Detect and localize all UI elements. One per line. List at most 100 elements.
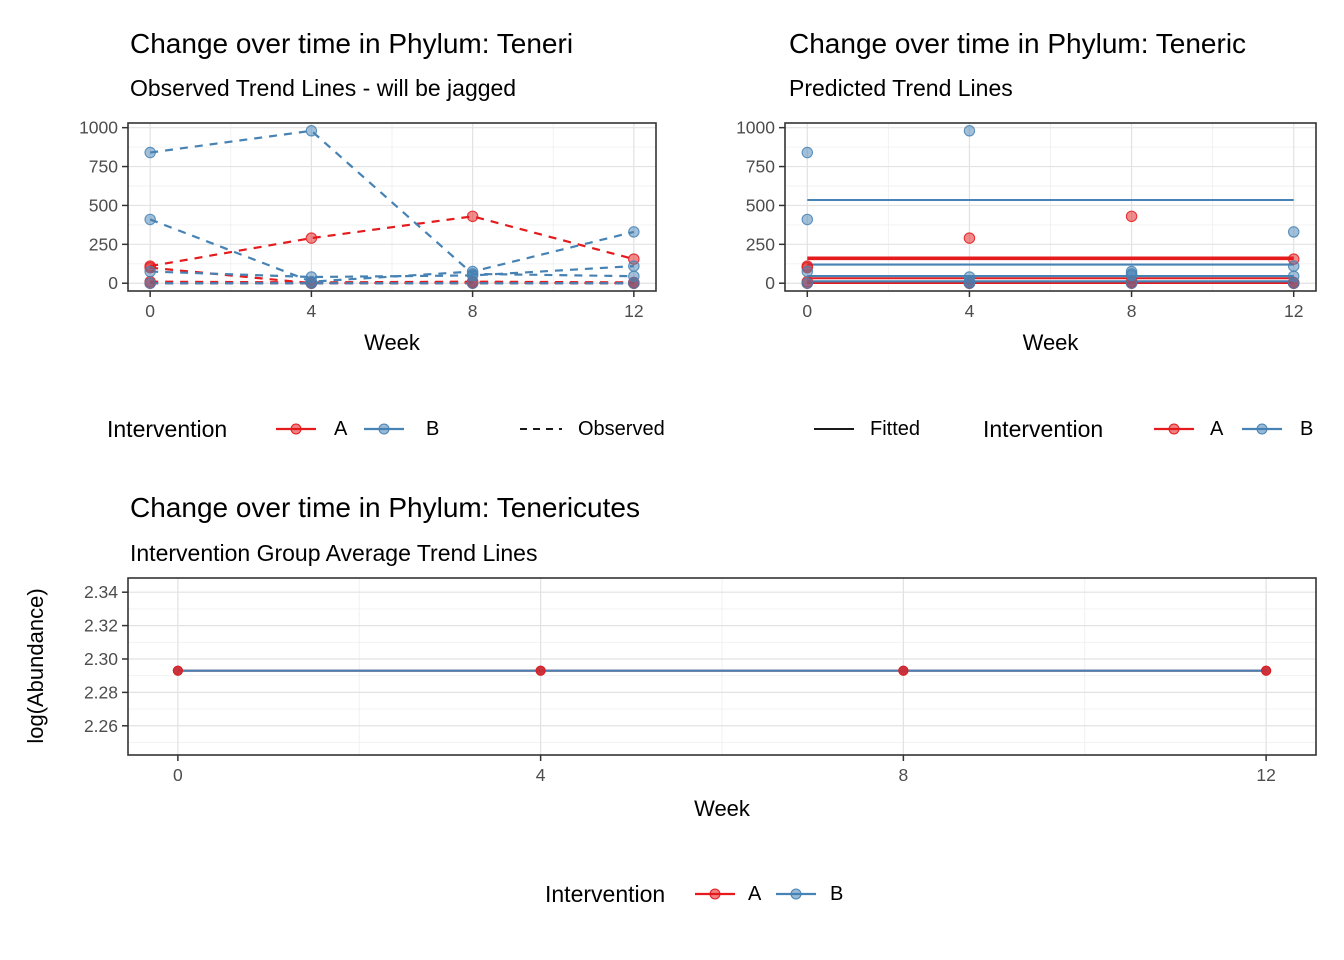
legend-label-b: B <box>1300 418 1314 440</box>
y-tick-label: 250 <box>746 234 775 254</box>
legend-title: Intervention <box>107 416 228 442</box>
data-point <box>1125 277 1138 289</box>
data-point <box>1125 210 1138 223</box>
x-tick-label: 0 <box>173 765 183 785</box>
legend-key-glyph <box>520 428 562 430</box>
panel-border <box>127 577 1317 756</box>
legend-label-fitted: Fitted <box>870 418 921 440</box>
x-tick-label: 8 <box>468 301 478 321</box>
y-tick-label: 2.34 <box>84 582 118 602</box>
x-tick-label: 12 <box>1284 301 1303 321</box>
legend-key-intervention-b <box>364 418 404 450</box>
data-point <box>535 665 546 676</box>
legend-key-glyph <box>1242 423 1282 435</box>
legend-label-b: B <box>426 418 440 440</box>
x-axis-label: Week <box>364 330 420 355</box>
data-point <box>898 665 909 676</box>
observed-trend-line <box>150 265 634 279</box>
x-tick-label: 0 <box>802 301 812 321</box>
data-point <box>172 665 183 676</box>
y-tick-label: 750 <box>89 157 118 177</box>
legend-key-intervention-b <box>1242 418 1282 450</box>
y-axis-label: log(Abundance) <box>23 588 48 744</box>
x-tick-label: 12 <box>1256 765 1275 785</box>
data-point <box>305 232 318 244</box>
panel-border <box>784 122 1317 292</box>
legend-label-a: A <box>748 883 762 905</box>
x-tick-label: 4 <box>965 301 975 321</box>
legend-key-dot <box>1256 423 1268 435</box>
chart-observed: 0 4 8 12 0 250 500 750 1000 Change over time in … <box>0 0 672 460</box>
legend-key-glyph <box>364 423 404 435</box>
y-tick-label: 2.28 <box>84 682 118 702</box>
data-point <box>963 277 976 289</box>
chart-predicted: 0 4 8 12 0 250 500 750 1000 Change over time in … <box>672 0 1344 460</box>
x-tick-label: 4 <box>307 301 317 321</box>
y-tick-label: 750 <box>746 157 775 177</box>
legend-predicted: Fitted Intervention A B <box>672 415 1344 443</box>
data-point <box>1261 665 1272 676</box>
x-tick-label: 4 <box>536 765 546 785</box>
data-point <box>144 213 156 226</box>
chart-title: Change over time in Phylum: Tenericutes <box>130 492 640 523</box>
legend-title: Intervention <box>545 881 666 907</box>
data-point <box>801 146 814 159</box>
y-tick-label: 250 <box>89 234 118 254</box>
legend-key-glyph <box>1154 423 1194 435</box>
legend-label-b: B <box>830 883 844 905</box>
data-point <box>628 277 640 289</box>
legend-key-intervention-a <box>695 883 735 915</box>
x-tick-label: 8 <box>899 765 909 785</box>
data-point <box>144 146 156 159</box>
legend-key-dot <box>1168 423 1180 435</box>
y-tick-label: 2.26 <box>84 716 118 736</box>
legend-key-intervention-a <box>1154 418 1194 450</box>
x-axis-label: Week <box>694 796 750 821</box>
legend-label-a: A <box>1210 418 1224 440</box>
y-tick-label: 1000 <box>736 118 775 138</box>
y-tick-label: 2.32 <box>84 616 118 636</box>
data-point <box>801 265 814 278</box>
legend-observed: Intervention A B Observed <box>0 415 672 443</box>
y-tick-label: 500 <box>746 195 775 215</box>
data-point <box>1287 277 1300 289</box>
data-point <box>628 226 640 238</box>
legend-label-a: A <box>334 418 348 440</box>
data-point <box>144 265 156 278</box>
chart-title: Change over time in Phylum: Teneri <box>130 28 574 59</box>
legend-key-fitted <box>814 418 854 450</box>
data-point <box>1287 226 1300 238</box>
x-tick-label: 0 <box>145 301 155 321</box>
data-point <box>1287 260 1300 272</box>
y-tick-label: 0 <box>765 273 775 293</box>
y-tick-label: 2.30 <box>84 649 118 669</box>
legend-key-dot <box>378 423 390 435</box>
legend-key-observed-linetype <box>520 418 562 450</box>
chart-subtitle: Predicted Trend Lines <box>789 75 1013 101</box>
average-plot-svg: 0 4 8 12 2.26 2.28 2.30 2.32 2.34 <box>84 577 1317 785</box>
legend-key-glyph <box>776 888 816 900</box>
legend-key-glyph <box>814 428 854 430</box>
legend-key-intervention-b <box>776 883 816 915</box>
data-point <box>628 260 640 272</box>
chart-title: Change over time in Phylum: Teneric <box>789 28 1247 59</box>
data-point <box>963 125 976 137</box>
x-tick-label: 8 <box>1127 301 1137 321</box>
x-tick-label: 12 <box>624 301 643 321</box>
y-tick-label: 0 <box>108 273 118 293</box>
data-point <box>801 213 814 226</box>
chart-subtitle: Observed Trend Lines - will be jagged <box>130 75 517 101</box>
data-point <box>963 232 976 244</box>
observed-trend-line <box>150 129 634 278</box>
predicted-plot-svg: 0 4 8 12 0 250 500 750 1000 <box>736 118 1317 321</box>
observed-plot-svg: 0 4 8 12 0 250 500 750 1000 <box>79 118 657 321</box>
legend-key-glyph <box>276 423 316 435</box>
data-point <box>466 210 479 223</box>
legend-key-dot <box>290 423 302 435</box>
observed-trend-line <box>150 280 634 284</box>
data-point <box>144 277 156 289</box>
y-tick-label: 1000 <box>79 118 118 138</box>
data-point <box>801 277 814 289</box>
data-point <box>466 277 479 289</box>
legend-key-intervention-a <box>276 418 316 450</box>
